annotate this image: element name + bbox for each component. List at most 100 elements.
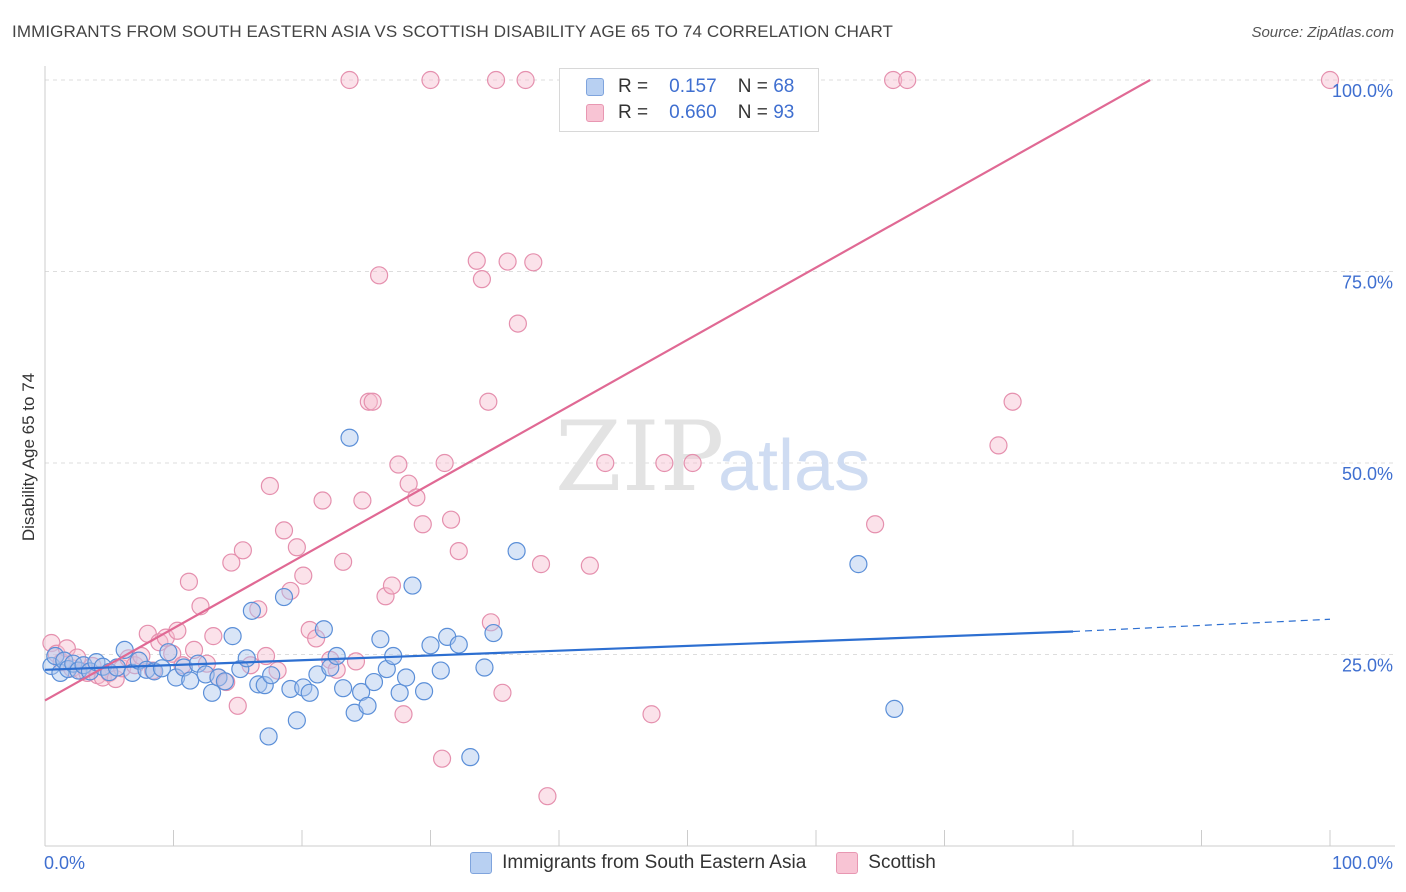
sea-trend-extension bbox=[1072, 618, 1331, 633]
sea-point bbox=[274, 587, 294, 607]
scottish-point bbox=[106, 669, 125, 689]
sea-point bbox=[202, 683, 222, 702]
scottish-point bbox=[1003, 392, 1022, 411]
axes bbox=[44, 66, 1395, 847]
sea-point bbox=[449, 635, 468, 654]
sea-point bbox=[340, 428, 359, 447]
scottish-point bbox=[481, 613, 500, 632]
sea-point bbox=[159, 643, 178, 662]
scottish-point bbox=[479, 392, 498, 411]
scottish-point bbox=[256, 646, 276, 666]
y-tick-label: 100.0% bbox=[1332, 81, 1393, 101]
series-legend: Immigrants from South Eastern Asia Scott… bbox=[0, 852, 1406, 874]
scottish-trend-line bbox=[44, 79, 1151, 702]
sea-point bbox=[262, 666, 281, 685]
r-value: 0.157 bbox=[669, 76, 717, 97]
scottish-point bbox=[472, 270, 491, 289]
sea-point bbox=[287, 711, 306, 730]
scottish-point bbox=[228, 696, 247, 715]
sea-point bbox=[255, 676, 274, 695]
legend-label-sea: Immigrants from South Eastern Asia bbox=[502, 852, 807, 873]
sea-point bbox=[129, 651, 148, 670]
scottish-point bbox=[866, 515, 885, 534]
sea-point bbox=[242, 601, 261, 620]
scottish-point bbox=[683, 453, 702, 473]
y-tick-label: 50.0% bbox=[1342, 464, 1393, 484]
sea-points bbox=[42, 428, 904, 767]
sea-point bbox=[300, 683, 319, 702]
n-value: 93 bbox=[773, 102, 795, 123]
x-tick-label: 0.0% bbox=[44, 853, 85, 873]
watermark-atlas: atlas bbox=[718, 426, 870, 506]
sea-point bbox=[414, 682, 434, 701]
scottish-point bbox=[486, 70, 506, 90]
scottish-point bbox=[989, 436, 1008, 455]
grid-lines bbox=[45, 79, 1395, 655]
sea-point bbox=[181, 671, 200, 690]
legend-item-scottish[interactable]: Scottish bbox=[836, 852, 936, 874]
scottish-point bbox=[313, 491, 332, 510]
sea-point bbox=[327, 646, 346, 666]
y-axis-label: Disability Age 65 to 74 bbox=[19, 373, 38, 541]
sea-point bbox=[484, 623, 503, 643]
n-label: N = bbox=[737, 102, 768, 123]
legend-swatch-pink bbox=[836, 852, 859, 874]
sea-point bbox=[390, 683, 409, 702]
scottish-point bbox=[883, 70, 903, 90]
sea-point bbox=[237, 649, 256, 668]
sea-point bbox=[475, 658, 494, 677]
scottish-point bbox=[376, 587, 395, 606]
scottish-point bbox=[168, 621, 187, 640]
scottish-point bbox=[524, 253, 543, 272]
scottish-point bbox=[334, 552, 353, 571]
legend-row-scottish: R = 0.660 N = 93 bbox=[586, 101, 794, 125]
sea-point bbox=[421, 636, 440, 655]
scottish-point bbox=[441, 510, 461, 529]
legend-row-sea: R = 0.157 N = 68 bbox=[586, 75, 794, 99]
y-tick-label: 75.0% bbox=[1342, 273, 1393, 293]
scottish-point bbox=[294, 566, 313, 585]
scottish-point bbox=[353, 491, 372, 510]
scottish-point bbox=[179, 572, 199, 591]
sea-point bbox=[461, 748, 480, 767]
scottish-point bbox=[222, 553, 241, 572]
chart-title: IMMIGRANTS FROM SOUTH EASTERN ASIA VS SC… bbox=[12, 22, 894, 41]
sea-point bbox=[152, 659, 172, 678]
scottish-point bbox=[516, 70, 535, 90]
sea-point bbox=[46, 646, 65, 666]
n-value: 68 bbox=[773, 76, 795, 97]
sea-point bbox=[358, 696, 377, 715]
sea-point bbox=[364, 672, 384, 692]
watermark: ZIP atlas bbox=[555, 401, 870, 513]
watermark-zip: ZIP bbox=[555, 401, 724, 513]
sea-point bbox=[431, 661, 450, 680]
scottish-point bbox=[655, 453, 674, 473]
legend-swatch-blue bbox=[470, 852, 493, 874]
scottish-point bbox=[340, 70, 359, 90]
y-tick-label: 25.0% bbox=[1342, 656, 1393, 676]
scottish-point bbox=[493, 683, 512, 702]
legend-label-scottish: Scottish bbox=[868, 852, 936, 873]
sea-point bbox=[231, 659, 250, 679]
scottish-point bbox=[260, 476, 279, 496]
scottish-point bbox=[467, 251, 486, 270]
scottish-point bbox=[370, 266, 389, 285]
scottish-point bbox=[531, 555, 551, 574]
sea-trend-line bbox=[44, 630, 1074, 671]
scottish-point bbox=[287, 538, 306, 557]
n-label: N = bbox=[737, 76, 768, 97]
legend-item-sea[interactable]: Immigrants from South Eastern Asia bbox=[470, 852, 806, 874]
scottish-point bbox=[359, 392, 378, 411]
sea-point bbox=[215, 672, 234, 691]
sea-point bbox=[259, 727, 278, 746]
scottish-point bbox=[389, 455, 408, 474]
scottish-point bbox=[421, 70, 440, 90]
sea-point bbox=[166, 668, 186, 687]
scottish-point bbox=[642, 705, 661, 724]
x-tick-label: 100.0% bbox=[1332, 853, 1393, 873]
scottish-point bbox=[204, 627, 223, 646]
trend-lines bbox=[44, 79, 1331, 702]
sea-point bbox=[507, 541, 526, 561]
scottish-point bbox=[274, 521, 294, 540]
